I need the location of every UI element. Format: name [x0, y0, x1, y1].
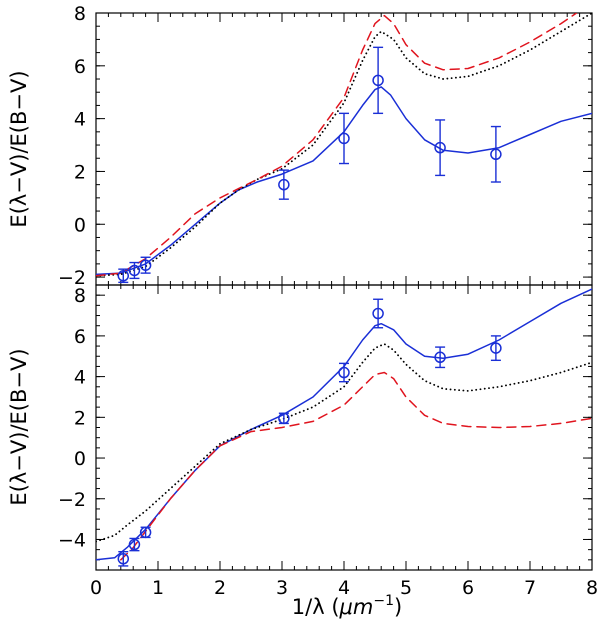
top-panel: −2 0 2 4 6 8 E(λ−V)/E(B−V) — [7, 3, 593, 289]
x-tick-label: 5 — [400, 577, 412, 599]
series-line-red-dashed — [96, 13, 578, 277]
data-point — [338, 132, 350, 145]
data-point — [434, 351, 446, 364]
y-tick-label: 6 — [74, 326, 86, 348]
x-tick-label: 2 — [214, 577, 226, 599]
xlabel-text: 1/λ ( — [292, 595, 340, 619]
x-tick-label: 8 — [586, 577, 598, 599]
x-tick-label: 6 — [462, 577, 474, 599]
data-point — [434, 141, 446, 154]
y-tick-label: 8 — [74, 285, 86, 307]
y-tick-label: 2 — [74, 407, 86, 429]
xlabel-close: ) — [394, 595, 402, 619]
bottom-panel: 0 1 2 3 4 5 6 7 8 −4 −2 0 2 4 6 8 E(λ−V)/E(B−V) — [7, 284, 598, 599]
series-line-blue-solid — [96, 288, 592, 561]
data-point — [278, 178, 290, 191]
y-axis-label: E(λ−V)/E(B−V) — [7, 70, 31, 227]
y-tick-label: −4 — [58, 529, 86, 551]
data-point — [338, 366, 350, 379]
series-group — [96, 13, 592, 277]
y-tick-label: 8 — [74, 3, 86, 25]
data-point — [490, 342, 502, 354]
series-group — [96, 288, 592, 561]
series-line-blue-solid — [96, 86, 592, 276]
data-point — [128, 538, 141, 551]
data-point — [117, 553, 130, 565]
y-tick-label: 0 — [74, 448, 86, 470]
y-tick-label: −2 — [58, 489, 86, 511]
y-axis-label: E(λ−V)/E(B−V) — [7, 348, 31, 505]
data-point — [372, 307, 384, 320]
xlabel-unit: μm — [339, 595, 374, 619]
series-line-black-dotted — [96, 343, 592, 543]
x-tick-label: 3 — [276, 577, 288, 599]
y-tick-label: −2 — [58, 267, 86, 289]
data-point — [139, 526, 152, 539]
data-point — [278, 412, 290, 425]
series-line-black-dotted — [96, 13, 592, 277]
xlabel-superscript: −1 — [373, 593, 394, 609]
y-tick-label: 4 — [74, 109, 86, 131]
data-point — [117, 270, 130, 282]
y-tick-label: 4 — [74, 367, 86, 389]
x-axis-label: 1/λ (μm−1) — [292, 593, 402, 619]
data-point — [139, 259, 152, 271]
y-tick-label: 2 — [74, 161, 86, 183]
data-point — [128, 264, 141, 277]
x-tick-label: 4 — [338, 577, 350, 599]
plot-frame — [95, 284, 593, 571]
x-tick-label: 7 — [524, 577, 536, 599]
y-tick-label: 0 — [74, 214, 86, 236]
x-tick-label: 1 — [152, 577, 164, 599]
data-point — [490, 148, 502, 161]
x-tick-label: 0 — [90, 577, 102, 599]
data-point — [372, 74, 384, 87]
series-line-red-dashed — [120, 371, 592, 561]
y-tick-label: 6 — [74, 56, 86, 78]
